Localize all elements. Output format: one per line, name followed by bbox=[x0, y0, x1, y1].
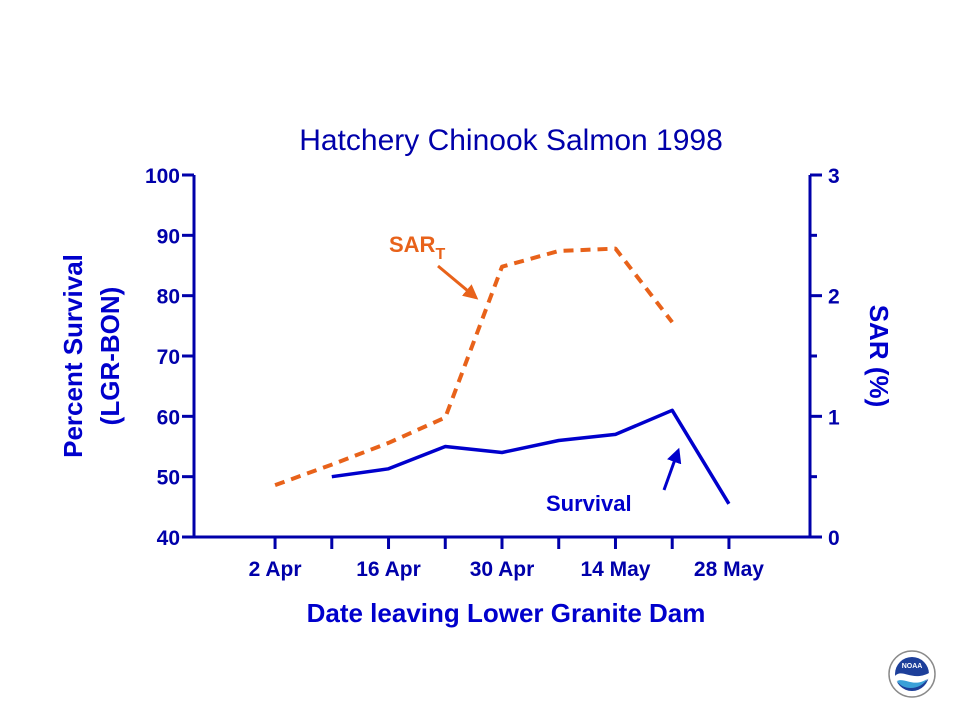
y-left-tick-label: 40 bbox=[157, 527, 180, 550]
y-axis-left-label-line2: (LGR-BON) bbox=[95, 287, 125, 426]
x-tick-label: 16 Apr bbox=[356, 558, 421, 581]
y-axis-right-label: SAR (%) bbox=[864, 305, 894, 408]
y-left-tick-label: 90 bbox=[157, 225, 180, 248]
y-axis-left-label: Percent Survival (LGR-BON) bbox=[58, 254, 125, 458]
series-line-survival bbox=[331, 408, 731, 505]
x-tick-label: 14 May bbox=[580, 558, 650, 581]
axes: 40 50 60 70 80 90 100 0 1 2 3 2 Apr 16 Apr 30 Apr 14 M… bbox=[145, 165, 840, 581]
survival-annotation-label: Survival bbox=[546, 491, 632, 516]
y-left-tick-label: 100 bbox=[145, 165, 180, 188]
sar-annotation-arrow bbox=[437, 264, 479, 300]
sar-annotation-subscript: T bbox=[435, 246, 445, 263]
sar-annotation-label: SART bbox=[389, 232, 445, 263]
y-axis-right-label-group: SAR (%) bbox=[864, 305, 894, 408]
y-left-tick-label: 80 bbox=[157, 286, 180, 309]
x-tick-label: 2 Apr bbox=[249, 558, 302, 581]
chart-title: Hatchery Chinook Salmon 1998 bbox=[299, 124, 723, 157]
x-tick-label: 30 Apr bbox=[470, 558, 535, 581]
series-layer bbox=[274, 246, 731, 505]
survival-annotation-arrow bbox=[662, 447, 682, 491]
y-left-tick-label: 70 bbox=[157, 346, 180, 369]
annotations-layer: SART Survival bbox=[389, 232, 682, 516]
y-left-tick-label: 50 bbox=[157, 467, 180, 490]
logo-text: NOAA bbox=[902, 663, 923, 670]
noaa-logo-icon: NOAA bbox=[888, 650, 936, 698]
y-right-tick-label: 1 bbox=[828, 406, 840, 429]
y-axis-left-label-line1: Percent Survival bbox=[58, 254, 88, 458]
y-right-tick-label: 3 bbox=[828, 165, 840, 188]
y-left-tick-label: 60 bbox=[157, 406, 180, 429]
x-axis-label: Date leaving Lower Granite Dam bbox=[307, 598, 706, 628]
y-right-tick-label: 2 bbox=[828, 286, 840, 309]
y-right-tick-label: 0 bbox=[828, 527, 840, 550]
series-line-sar bbox=[274, 246, 674, 487]
x-tick-label: 28 May bbox=[694, 558, 764, 581]
